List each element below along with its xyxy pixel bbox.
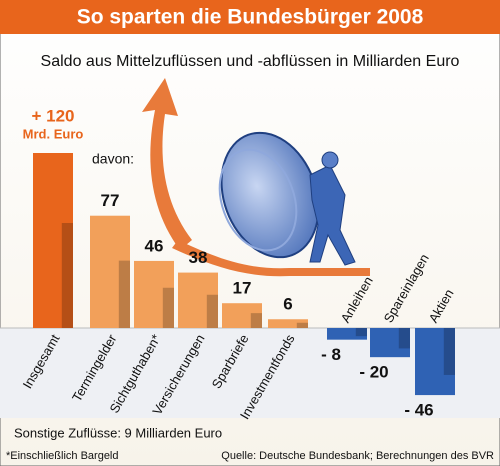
bar-shade [398,328,410,349]
value-label: - 20 [359,363,388,382]
illustration [142,78,370,277]
value-label: 77 [101,191,120,210]
note: Sonstige Zuflüsse: 9 Milliarden Euro [14,425,222,440]
bar-shade [206,294,218,328]
value-label: 17 [233,279,252,298]
bar-shade [296,322,308,328]
footnote: *Einschließlich Bargeld [6,450,119,462]
value-label: 6 [283,295,292,314]
value-label: - 46 [404,401,433,420]
annotation: davon: [92,151,134,167]
title-bar [0,0,500,34]
value-label: 46 [145,236,164,255]
source: Quelle: Deutsche Bundesbank; Berechnunge… [221,450,494,462]
unit-label: Mrd. Euro [23,126,84,141]
value-label: - 8 [321,345,341,364]
bar-shade [250,313,262,328]
bar-shade [118,260,130,328]
value-label: + 120 [31,106,74,125]
chart-subtitle: Saldo aus Mittelzuflüssen und -abflüssen… [41,53,460,70]
bar [327,328,367,340]
chart-title: So sparten die Bundesbürger 2008 [77,6,424,29]
bar-shade [443,328,455,375]
bar-shade [355,328,367,337]
value-label: 38 [189,248,208,267]
bar [268,319,308,328]
bar-shade [61,223,73,328]
bar-shade [162,287,174,328]
